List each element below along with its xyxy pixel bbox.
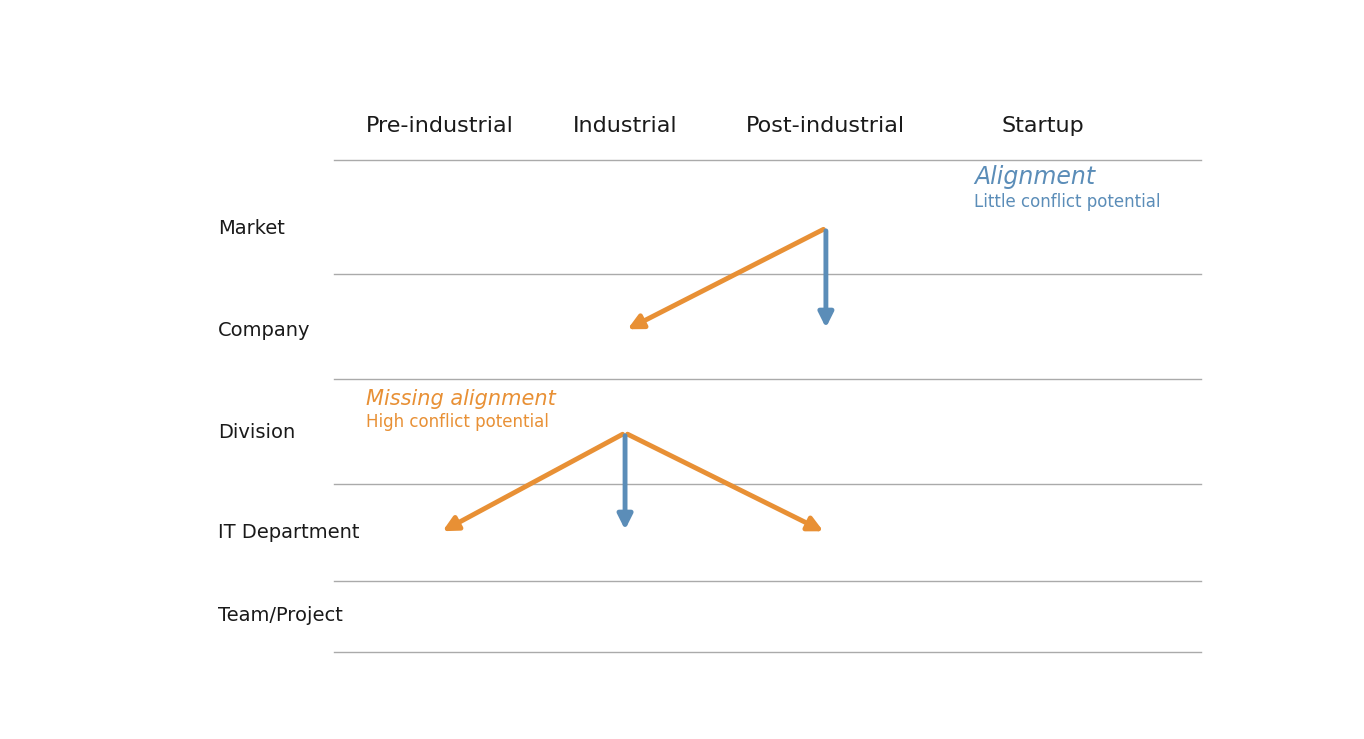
Text: Startup: Startup bbox=[1001, 116, 1084, 136]
Text: High conflict potential: High conflict potential bbox=[366, 412, 548, 431]
Text: IT Department: IT Department bbox=[218, 523, 360, 542]
Text: Company: Company bbox=[218, 321, 311, 340]
Text: Little conflict potential: Little conflict potential bbox=[974, 194, 1161, 211]
Text: Team/Project: Team/Project bbox=[218, 605, 342, 624]
Text: Alignment: Alignment bbox=[974, 165, 1095, 189]
Text: Division: Division bbox=[218, 423, 296, 443]
Text: Industrial: Industrial bbox=[573, 116, 678, 136]
Text: Post-industrial: Post-industrial bbox=[746, 116, 906, 136]
Text: Pre-industrial: Pre-industrial bbox=[366, 116, 514, 136]
Text: Missing alignment: Missing alignment bbox=[366, 389, 555, 409]
Text: Market: Market bbox=[218, 219, 285, 238]
